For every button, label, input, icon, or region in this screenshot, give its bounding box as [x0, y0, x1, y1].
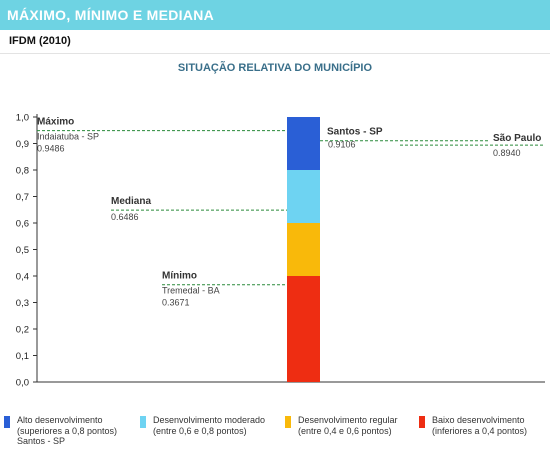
y-tick-label: 0,7 — [16, 192, 29, 203]
subheader: IFDM (2010) — [0, 30, 550, 54]
legend-label-line2: (superiores a 0,8 pontos) — [17, 426, 118, 436]
legend-label-line2: (entre 0,6 e 0,8 pontos) — [153, 426, 247, 436]
chart: 0,0 0,1 0,2 0,3 0,4 0,5 0,6 0,7 0,8 0,9 1,0 Máximo I… — [16, 113, 545, 389]
bar-segment — [287, 223, 320, 276]
page-title: MÁXIMO, MÍNIMO E MEDIANA — [7, 7, 215, 23]
legend-swatch — [140, 416, 146, 428]
legend-label-line1: Desenvolvimento regular — [298, 415, 398, 425]
marker-sublabel: Tremedal - BA — [162, 286, 220, 296]
legend-footer: Santos - SP — [17, 436, 66, 446]
marker-value: 0.9486 — [37, 144, 65, 154]
marker-label: Máximo — [37, 117, 74, 128]
y-tick-label: 0,6 — [16, 219, 29, 230]
y-tick-label: 0,9 — [16, 139, 29, 150]
legend: Alto desenvolvimento (superiores a 0,8 po… — [0, 412, 550, 453]
marker-label: Mínimo — [162, 271, 197, 282]
y-tick-label: 0,4 — [16, 272, 29, 283]
y-tick-label: 0,2 — [16, 325, 29, 336]
indicator-label: IFDM (2010) — [9, 35, 71, 47]
bar-segment — [287, 276, 320, 382]
legend-label: Desenvolvimento moderado (entre 0,6 e 0,8… — [153, 415, 265, 437]
marker-label: São Paulo — [493, 133, 541, 144]
y-tick-label: 0,0 — [16, 378, 29, 389]
marker-value: 0.8940 — [493, 148, 521, 158]
legend-label-line1: Baixo desenvolvimento — [432, 415, 525, 425]
legend-label-line2: (inferiores a 0,4 pontos) — [432, 426, 528, 436]
y-tick-label: 0,8 — [16, 166, 29, 177]
marker-value: 0.3671 — [162, 298, 190, 308]
y-tick-label: 1,0 — [16, 113, 29, 124]
marker-value: 0.6486 — [111, 212, 139, 222]
y-tick-label: 0,1 — [16, 351, 29, 362]
legend-label-line2: (entre 0,4 e 0,6 pontos) — [298, 426, 392, 436]
legend-swatch — [4, 416, 10, 428]
bar-segment — [287, 170, 320, 223]
marker-value: 0.9106 — [328, 140, 356, 150]
y-tick-label: 0,3 — [16, 298, 29, 309]
marker-label: Mediana — [111, 196, 151, 207]
legend-label: Alto desenvolvimento (superiores a 0,8 po… — [17, 415, 117, 437]
bar-segment — [287, 117, 320, 170]
legend-swatch — [285, 416, 291, 428]
legend-label: Baixo desenvolvimento (inferiores a 0,4 p… — [432, 415, 527, 437]
marker-sublabel: Indaiatuba - SP — [37, 132, 99, 142]
marker-label: Santos - SP — [327, 127, 383, 138]
legend-label: Desenvolvimento regular (entre 0,4 e 0,6 … — [298, 415, 398, 437]
y-tick-label: 0,5 — [16, 245, 29, 256]
legend-label-line1: Alto desenvolvimento — [17, 415, 103, 425]
header-bar: MÁXIMO, MÍNIMO E MEDIANA — [0, 0, 550, 30]
chart-title: SITUAÇÃO RELATIVA DO MUNICÍPIO — [177, 62, 373, 74]
legend-label-line1: Desenvolvimento moderado — [153, 415, 266, 425]
legend-swatch — [419, 416, 425, 428]
